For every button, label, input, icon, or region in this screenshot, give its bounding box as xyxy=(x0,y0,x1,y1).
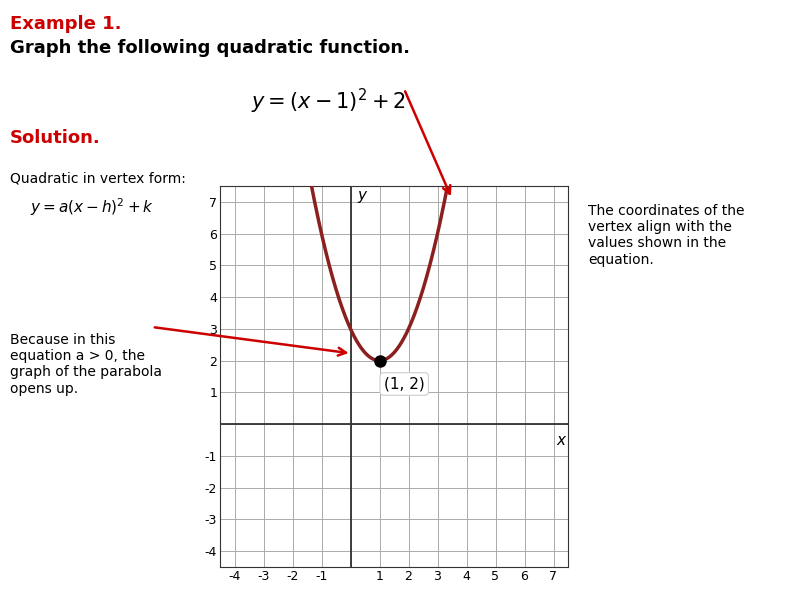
Text: x: x xyxy=(556,433,565,448)
Text: $y = a(x-h)^2 + k$: $y = a(x-h)^2 + k$ xyxy=(30,197,154,218)
Text: Quadratic in vertex form:: Quadratic in vertex form: xyxy=(10,171,186,185)
Text: The coordinates of the
vertex align with the
values shown in the
equation.: The coordinates of the vertex align with… xyxy=(588,204,745,266)
Text: Because in this
equation a > 0, the
graph of the parabola
opens up.: Because in this equation a > 0, the grap… xyxy=(10,333,162,395)
Text: Example 1.: Example 1. xyxy=(10,15,121,33)
Text: Solution.: Solution. xyxy=(10,129,100,147)
Text: Graph the following quadratic function.: Graph the following quadratic function. xyxy=(10,39,410,57)
Text: $y = (x-1)^2 + 2$: $y = (x-1)^2 + 2$ xyxy=(250,87,406,116)
Text: (1, 2): (1, 2) xyxy=(384,377,425,391)
Text: y: y xyxy=(357,188,366,203)
